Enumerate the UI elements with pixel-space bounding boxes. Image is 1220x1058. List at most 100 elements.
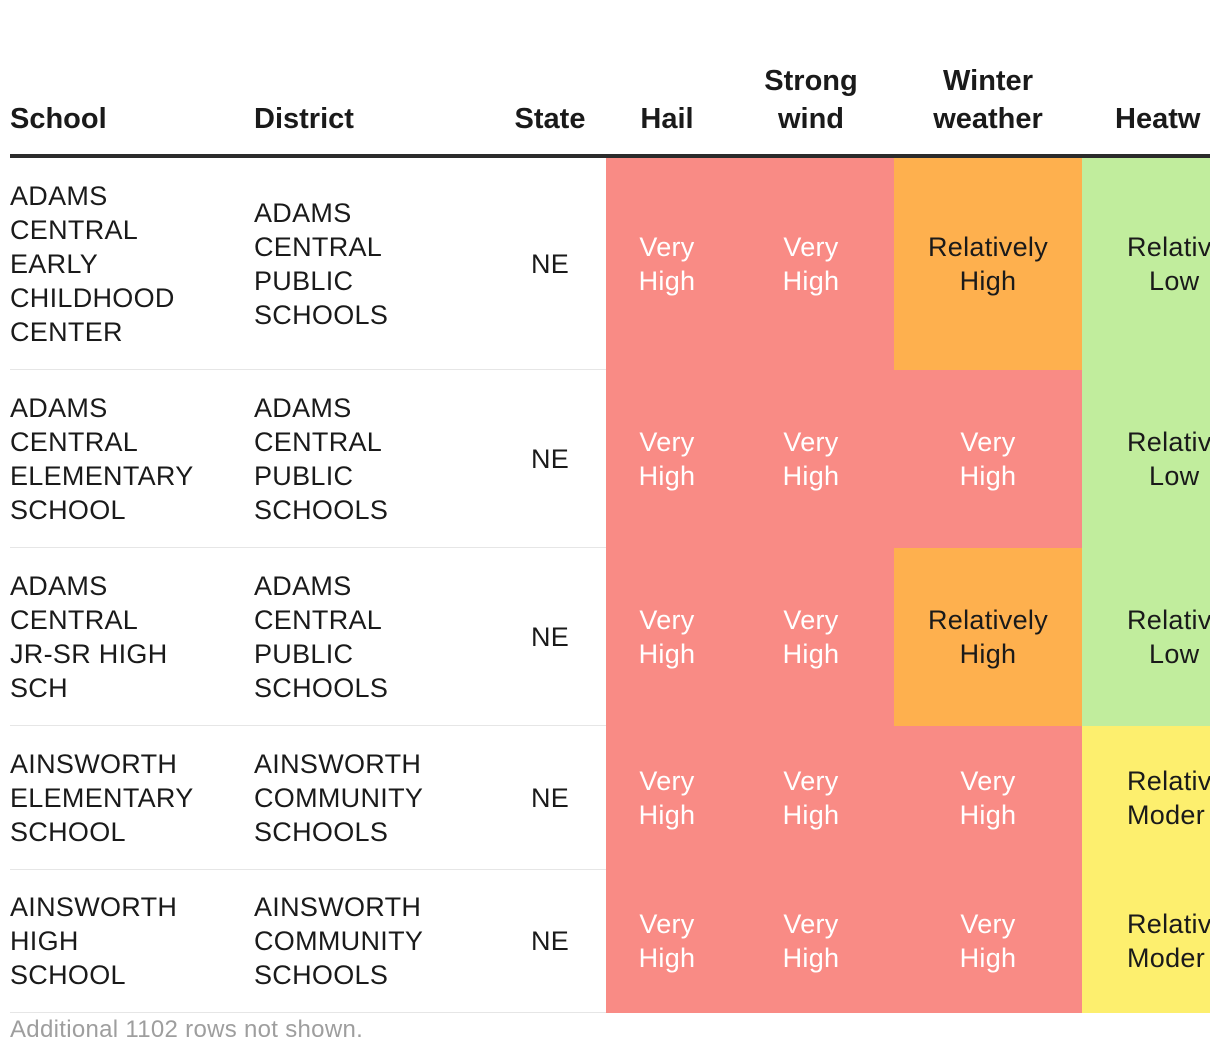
risk-line: Relatively: [927, 231, 1049, 262]
school-name-line: ELEMENTARY: [10, 782, 194, 813]
district-name-line: COMMUNITY: [254, 782, 424, 813]
rows-not-shown-note: Additional 1102 rows not shown.: [10, 1016, 364, 1043]
risk-line: High: [782, 799, 840, 830]
header-strong-wind[interactable]: Strong wind: [728, 0, 894, 158]
district-name-line: AINSWORTH: [254, 748, 422, 779]
risk-line: High: [638, 460, 696, 491]
header-winter-line2: weather: [933, 103, 1043, 135]
cell-winter-risk: Very High: [894, 869, 1082, 1013]
risk-line: Very: [639, 909, 695, 939]
risk-line: Moder: [1127, 799, 1206, 830]
cell-wind-risk: Very High: [728, 156, 894, 370]
district-name-line: SCHOOLS: [254, 299, 389, 330]
district-name-line: COMMUNITY: [254, 926, 424, 956]
cell-district: AINSWORTH COMMUNITY SCHOOLS: [254, 869, 494, 1013]
school-name-line: SCH: [10, 672, 68, 703]
cell-winter-risk: Relatively High: [894, 547, 1082, 726]
risk-line: High: [782, 638, 840, 669]
cell-heatwave-risk: Relativ Moder: [1082, 869, 1210, 1013]
risk-line: Very: [783, 231, 839, 262]
cell-district: ADAMS CENTRAL PUBLIC SCHOOLS: [254, 369, 494, 548]
school-name-line: SCHOOL: [10, 494, 126, 525]
risk-line: High: [959, 943, 1017, 973]
school-name-line: CENTRAL: [10, 426, 139, 457]
table-row: AINSWORTH HIGH SCHOOL AINSWORTH COMMUNIT…: [10, 869, 1210, 1013]
header-state[interactable]: State: [494, 0, 606, 158]
risk-line: High: [638, 638, 696, 669]
header-strong-wind-line2: wind: [777, 103, 845, 135]
cell-state: NE: [494, 156, 606, 370]
header-heatwave[interactable]: Heatw: [1082, 0, 1210, 158]
risk-line: Relativ: [1127, 231, 1210, 262]
risk-line: High: [782, 460, 840, 491]
table-row: ADAMS CENTRAL EARLY CHILDHOOD CENTER ADA…: [10, 156, 1210, 370]
risk-line: Low: [1149, 265, 1200, 296]
header-district[interactable]: District: [254, 0, 494, 158]
cell-heatwave-risk: Relativ Low: [1082, 547, 1210, 726]
cell-wind-risk: Very High: [728, 547, 894, 726]
cell-wind-risk: Very High: [728, 725, 894, 870]
school-risk-table: School District State Hail Strong wind W…: [10, 0, 1210, 1013]
cell-hail-risk: Very High: [606, 725, 728, 870]
district-name-line: PUBLIC: [254, 638, 354, 669]
cell-district: ADAMS CENTRAL PUBLIC SCHOOLS: [254, 156, 494, 370]
cell-state: NE: [494, 725, 606, 870]
risk-line: Very: [639, 231, 695, 262]
school-name-line: SCHOOL: [10, 960, 126, 990]
risk-line: Moder: [1127, 943, 1206, 973]
cell-state: NE: [494, 869, 606, 1013]
school-name-line: ELEMENTARY: [10, 460, 194, 491]
risk-line: Relativ: [1127, 765, 1210, 796]
header-school[interactable]: School: [10, 0, 254, 158]
risk-line: Very: [639, 604, 695, 635]
cell-winter-risk: Relatively High: [894, 156, 1082, 370]
district-name-line: SCHOOLS: [254, 816, 389, 847]
cell-hail-risk: Very High: [606, 369, 728, 548]
table-row: ADAMS CENTRAL JR-SR HIGH SCH ADAMS CENTR…: [10, 547, 1210, 726]
risk-line: High: [959, 265, 1017, 296]
risk-line: High: [782, 265, 840, 296]
district-name-line: ADAMS: [254, 570, 352, 601]
cell-hail-risk: Very High: [606, 156, 728, 370]
header-winter-weather[interactable]: Winter weather: [894, 0, 1082, 158]
table-header-row: School District State Hail Strong wind W…: [10, 0, 1210, 158]
header-hail[interactable]: Hail: [606, 0, 728, 158]
school-name-line: CENTER: [10, 316, 123, 347]
risk-line: High: [959, 799, 1017, 830]
cell-school: ADAMS CENTRAL JR-SR HIGH SCH: [10, 547, 254, 726]
district-name-line: CENTRAL: [254, 231, 383, 262]
district-name-line: ADAMS: [254, 197, 352, 228]
cell-winter-risk: Very High: [894, 369, 1082, 548]
cell-state: NE: [494, 547, 606, 726]
cell-state: NE: [494, 369, 606, 548]
school-name-line: ADAMS: [10, 392, 108, 423]
school-name-line: EARLY: [10, 248, 99, 279]
district-name-line: CENTRAL: [254, 426, 383, 457]
school-name-line: CENTRAL: [10, 214, 139, 245]
risk-line: Very: [639, 765, 695, 796]
school-name-line: ADAMS: [10, 570, 108, 601]
risk-line: Very: [783, 604, 839, 635]
school-name-line: JR-SR HIGH: [10, 638, 168, 669]
header-strong-wind-line1: Strong: [764, 65, 858, 97]
district-name-line: CENTRAL: [254, 604, 383, 635]
table-row: ADAMS CENTRAL ELEMENTARY SCHOOL ADAMS CE…: [10, 369, 1210, 548]
cell-heatwave-risk: Relativ Low: [1082, 156, 1210, 370]
school-name-line: CENTRAL: [10, 604, 139, 635]
risk-line: Very: [639, 426, 695, 457]
cell-wind-risk: Very High: [728, 369, 894, 548]
risk-line: High: [638, 265, 696, 296]
cell-hail-risk: Very High: [606, 547, 728, 726]
school-name-line: ADAMS: [10, 180, 108, 211]
cell-school: AINSWORTH HIGH SCHOOL: [10, 869, 254, 1013]
risk-line: Relativ: [1127, 604, 1210, 635]
risk-line: Very: [783, 909, 839, 939]
school-name-line: AINSWORTH: [10, 748, 178, 779]
risk-line: Relatively: [927, 604, 1049, 635]
cell-district: ADAMS CENTRAL PUBLIC SCHOOLS: [254, 547, 494, 726]
school-name-line: CHILDHOOD: [10, 282, 175, 313]
table-row: AINSWORTH ELEMENTARY SCHOOL AINSWORTH CO…: [10, 725, 1210, 870]
school-name-line: SCHOOL: [10, 816, 126, 847]
risk-line: High: [959, 460, 1017, 491]
district-name-line: PUBLIC: [254, 265, 354, 296]
